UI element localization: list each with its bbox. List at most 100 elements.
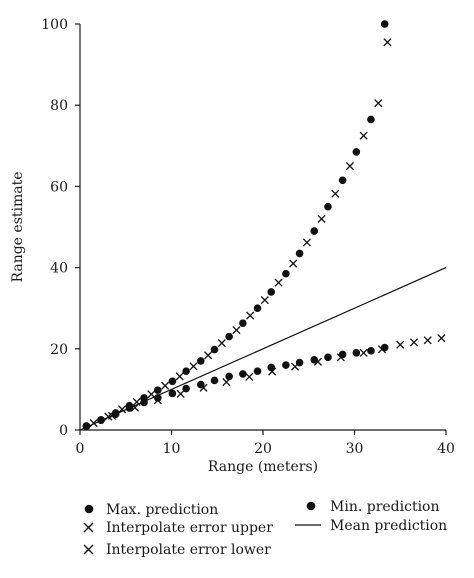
- data-point-x: [396, 340, 405, 349]
- data-point-x: [409, 338, 419, 347]
- legend-item-min-prediction: Min. prediction: [306, 499, 440, 515]
- legend-marker-dot: [84, 504, 94, 514]
- data-point-dot: [352, 148, 361, 156]
- data-point-dot: [324, 353, 332, 362]
- y-tick-label: 100: [41, 17, 68, 33]
- legend-label-max-prediction: Max. prediction: [106, 502, 218, 518]
- series-min-prediction: [82, 343, 389, 431]
- data-point-x: [383, 38, 392, 47]
- data-point-x: [161, 381, 170, 390]
- legend-item-interpolate-error-upper: Interpolate error upper: [83, 520, 273, 536]
- series-max-prediction: [82, 20, 389, 430]
- data-point-x: [204, 351, 213, 360]
- data-point-dot: [210, 376, 219, 385]
- data-point-dot: [367, 347, 375, 355]
- data-point-x: [153, 396, 162, 405]
- data-point-dot: [267, 288, 276, 296]
- data-point-x: [289, 259, 298, 268]
- data-point-x: [302, 238, 311, 247]
- x-tick-label: 30: [346, 441, 364, 457]
- legend-marker-x: [83, 522, 94, 533]
- x-axis-title: Range (meters): [208, 459, 318, 475]
- data-point-dot: [352, 349, 361, 357]
- data-point-x: [189, 362, 198, 371]
- y-tick-label: 40: [50, 261, 68, 277]
- data-point-x: [345, 162, 354, 171]
- data-point-x: [245, 372, 254, 381]
- data-point-dot: [282, 361, 290, 369]
- data-point-x: [317, 214, 326, 223]
- data-point-x: [232, 326, 241, 335]
- series-line: [79, 267, 447, 431]
- data-point-dot: [168, 377, 177, 386]
- x-tick-label: 40: [437, 441, 455, 457]
- data-point-x: [377, 345, 387, 354]
- data-point-dot: [310, 355, 319, 364]
- data-point-x: [118, 405, 127, 414]
- data-point-x: [437, 334, 446, 343]
- y-tick-label: 80: [50, 98, 68, 114]
- data-point-dot: [380, 20, 389, 28]
- ticks: 0 10 20 30 40 0 20 40 60 80 100: [41, 17, 455, 457]
- data-point-dot: [295, 249, 304, 258]
- data-point-x: [359, 131, 368, 140]
- y-tick-label: 60: [50, 179, 68, 195]
- data-point-dot: [253, 367, 262, 375]
- data-point-dot: [324, 202, 332, 211]
- data-point-dot: [253, 304, 262, 313]
- plot-area: [79, 20, 447, 431]
- data-point-x: [268, 367, 277, 376]
- legend-marker-x: [83, 544, 94, 555]
- x-tick-label: 10: [163, 441, 181, 457]
- data-point-dot: [168, 389, 177, 398]
- data-point-x: [336, 353, 345, 362]
- legend: Max. prediction Interpolate error upper …: [83, 499, 447, 558]
- data-point-dot: [239, 319, 247, 328]
- data-point-dot: [225, 372, 233, 381]
- data-point-x: [176, 389, 185, 398]
- data-point-dot: [380, 343, 389, 352]
- data-point-dot: [282, 269, 290, 278]
- series-interpolate-error-lower: [107, 334, 446, 420]
- data-point-x: [217, 339, 226, 348]
- data-point-dot: [367, 115, 375, 124]
- legend-item-interpolate-error-lower: Interpolate error lower: [83, 542, 271, 558]
- legend-label-min-prediction: Min. prediction: [330, 499, 440, 515]
- data-point-x: [274, 278, 283, 287]
- data-point-x: [290, 362, 300, 371]
- data-point-x: [260, 296, 269, 305]
- series-interpolate-error-upper: [89, 38, 392, 428]
- data-point-x: [313, 357, 322, 366]
- data-point-x: [130, 403, 139, 412]
- data-point-x: [423, 336, 432, 345]
- axes: [79, 24, 446, 431]
- series-mean-prediction: [79, 267, 447, 431]
- legend-item-max-prediction: Max. prediction: [84, 502, 218, 518]
- data-point-dot: [210, 345, 219, 354]
- legend-item-mean-prediction: Mean prediction: [295, 518, 447, 534]
- data-point-x: [222, 378, 231, 387]
- legend-label-mean-prediction: Mean prediction: [330, 518, 447, 534]
- data-point-x: [359, 348, 368, 357]
- data-point-x: [199, 383, 208, 392]
- data-point-x: [175, 372, 184, 381]
- data-point-dot: [182, 367, 190, 375]
- legend-marker-dot: [306, 501, 316, 511]
- data-point-dot: [196, 357, 205, 365]
- x-tick-label: 20: [254, 441, 272, 457]
- data-point-dot: [153, 386, 162, 395]
- y-axis-title: Range estimate: [10, 171, 26, 282]
- y-tick-label: 20: [50, 342, 68, 358]
- data-point-x: [374, 99, 383, 108]
- x-tick-label: 0: [76, 441, 85, 457]
- data-point-x: [246, 311, 255, 320]
- data-point-dot: [225, 332, 233, 341]
- data-point-x: [331, 189, 340, 198]
- legend-label-interpolate-error-upper: Interpolate error upper: [106, 520, 273, 536]
- data-point-dot: [239, 370, 247, 378]
- data-point-dot: [310, 227, 319, 235]
- y-tick-label: 0: [59, 423, 68, 439]
- legend-label-interpolate-error-lower: Interpolate error lower: [106, 542, 271, 558]
- data-point-dot: [338, 176, 347, 185]
